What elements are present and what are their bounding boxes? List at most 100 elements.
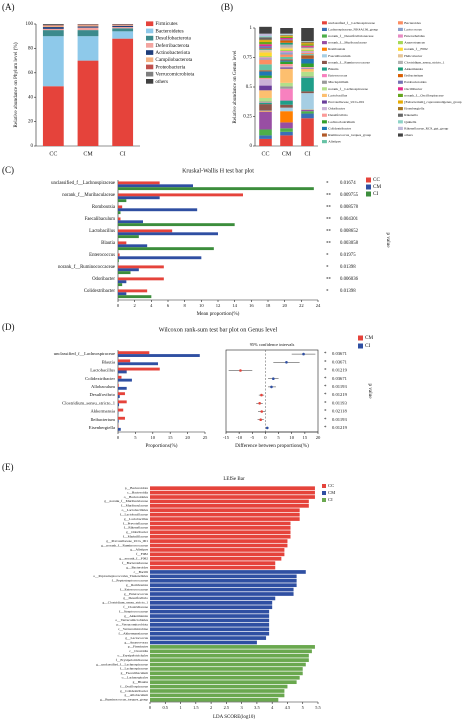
x-tick-label: 0	[117, 435, 120, 440]
bar-segment	[280, 60, 293, 62]
bar	[150, 574, 297, 579]
bar	[118, 241, 127, 245]
difference-point	[270, 385, 273, 389]
x-tick-label: CM	[83, 151, 93, 157]
bar	[118, 416, 125, 420]
y-axis-label: Relative abundance on Phylum level (%)	[12, 42, 19, 127]
p-value: 0.008578	[340, 205, 359, 210]
legend-swatch	[322, 41, 327, 45]
bar	[150, 543, 288, 548]
bar-segment	[112, 28, 134, 32]
bar-segment	[280, 122, 293, 129]
category-label: c__Clostridia	[129, 649, 148, 653]
category-label: p__Verrucomicrobiota	[117, 623, 149, 627]
p-value: 0.03671	[332, 376, 348, 381]
bar	[150, 503, 309, 508]
category-label: f__Oscillospiraceae	[120, 684, 148, 688]
legend-swatch	[322, 60, 327, 64]
category-label: f__Marinifilaceae	[123, 534, 149, 538]
y-tick-label: 0	[250, 144, 253, 149]
bar-segment	[280, 100, 293, 105]
x-tick-label: 4	[271, 705, 274, 710]
bar	[150, 512, 300, 517]
x-tick-label: 1	[179, 705, 181, 710]
bar-segment	[77, 60, 99, 146]
legend-swatch	[322, 54, 327, 58]
legend-label: norank_f__Ruminococcaceae	[328, 60, 370, 64]
bar	[150, 645, 315, 649]
legend-label: Lachnospiraceae_NK4A136_group	[328, 27, 378, 31]
x-tick-label: 12	[216, 303, 221, 308]
legend-label: Helicobacter	[404, 54, 423, 58]
bar	[118, 359, 131, 363]
legend-label: Verrucomicrobiota	[155, 72, 195, 78]
category-label: g__Faecalibaculum	[121, 671, 149, 675]
bar	[118, 283, 123, 287]
p-value: 0.006036	[340, 277, 359, 282]
bar	[150, 539, 288, 543]
legend-label: [Eubacterium]_coprostanoligenes_group	[404, 100, 461, 104]
bar	[118, 351, 150, 355]
bar	[118, 199, 127, 203]
x-tick-label: CI	[305, 151, 311, 157]
category-label: f__Rikenellaceae	[124, 526, 149, 530]
bar	[150, 636, 267, 640]
bar	[118, 232, 218, 236]
bar	[118, 408, 124, 412]
bar-segment	[259, 36, 272, 38]
bar	[118, 184, 193, 188]
p-value: 0.003058	[340, 241, 359, 246]
x-tick-label: 5	[302, 705, 305, 710]
legend-label: Romboutsia	[328, 47, 345, 51]
bar	[118, 362, 159, 366]
category-label: f__Bacteroidaceae	[122, 561, 148, 565]
legend-swatch	[398, 34, 403, 38]
y-tick-label: 0.5	[246, 85, 253, 90]
x-tick-label: 14	[232, 303, 237, 308]
bar-segment	[280, 28, 293, 34]
legend-label: Parabacteroides	[404, 80, 427, 84]
bar	[118, 244, 148, 248]
legend-swatch	[322, 34, 327, 38]
p-value: 0.03671	[332, 351, 348, 356]
significance: **	[326, 217, 332, 222]
category-label: Clostridium_sensu_stricto_1	[62, 400, 116, 405]
bar-segment	[301, 77, 314, 92]
legend-label: Enterorhabdus	[404, 34, 425, 38]
bar	[150, 499, 309, 504]
chart-title: LEfSe Bar	[223, 477, 245, 482]
bar	[118, 271, 131, 275]
bar-segment	[112, 38, 134, 146]
bar-segment	[259, 33, 272, 37]
bar-segment	[259, 75, 272, 78]
category-label: g__Desulfovibrio	[123, 596, 148, 600]
bar	[150, 521, 291, 526]
bar-segment	[280, 107, 293, 112]
category-label: Blautia	[102, 359, 115, 364]
x-tick-label: 15	[303, 435, 308, 440]
bar-segment	[280, 88, 293, 101]
legend-swatch	[398, 74, 403, 78]
category-label: Allobaculum	[91, 384, 115, 389]
x-tick-label: 10	[199, 303, 204, 308]
x-axis-label: Proportions(%)	[146, 442, 178, 449]
difference-point	[258, 402, 261, 405]
bar-segment	[259, 135, 272, 139]
legend-swatch	[398, 27, 403, 31]
category-label: g__Akkermansia	[124, 614, 148, 618]
legend-label: Ileibacterium	[404, 74, 423, 78]
legend-label: norank_f__Oscillospiraceae	[404, 93, 444, 97]
bar-segment	[259, 77, 272, 80]
bar-segment	[259, 129, 272, 136]
bar	[118, 265, 164, 269]
bar-segment	[259, 49, 272, 50]
category-label: g__Clostridium_sensu_stricto_1	[103, 601, 149, 605]
bar	[150, 667, 303, 671]
bar-segment	[301, 93, 314, 110]
bar-segment	[42, 24, 64, 26]
bar	[118, 370, 127, 374]
bar	[118, 181, 160, 185]
bar	[118, 229, 173, 233]
x-tick-label: 0	[149, 705, 152, 710]
category-label: g__norank_f__Muribaculaceae	[104, 499, 148, 503]
